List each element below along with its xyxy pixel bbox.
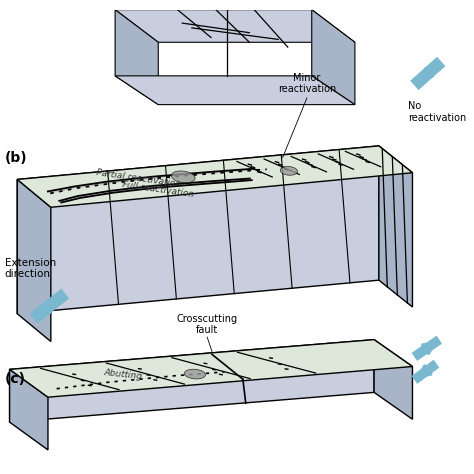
Polygon shape (115, 76, 355, 105)
Polygon shape (59, 179, 252, 202)
Text: No
reactivation: No reactivation (408, 101, 466, 123)
Text: Full reactivation: Full reactivation (122, 180, 194, 199)
Polygon shape (17, 180, 51, 342)
Text: (c): (c) (5, 372, 26, 386)
Text: Abutting: Abutting (103, 368, 143, 381)
Polygon shape (48, 169, 267, 193)
Polygon shape (374, 340, 412, 419)
Polygon shape (9, 369, 48, 450)
Polygon shape (115, 9, 355, 42)
Polygon shape (312, 9, 355, 105)
Polygon shape (115, 9, 158, 105)
Text: Extension
direction: Extension direction (5, 258, 56, 279)
Text: Partial reactivation: Partial reactivation (96, 168, 182, 188)
Text: Minor
reactivation: Minor reactivation (278, 73, 336, 94)
Polygon shape (379, 146, 412, 307)
Text: Crosscutting
fault: Crosscutting fault (177, 314, 238, 335)
Ellipse shape (184, 369, 205, 379)
Polygon shape (17, 146, 379, 314)
Polygon shape (17, 146, 412, 207)
Text: (b): (b) (5, 151, 27, 165)
Polygon shape (9, 340, 412, 397)
Ellipse shape (280, 166, 298, 175)
Polygon shape (9, 340, 374, 422)
Ellipse shape (171, 171, 195, 183)
